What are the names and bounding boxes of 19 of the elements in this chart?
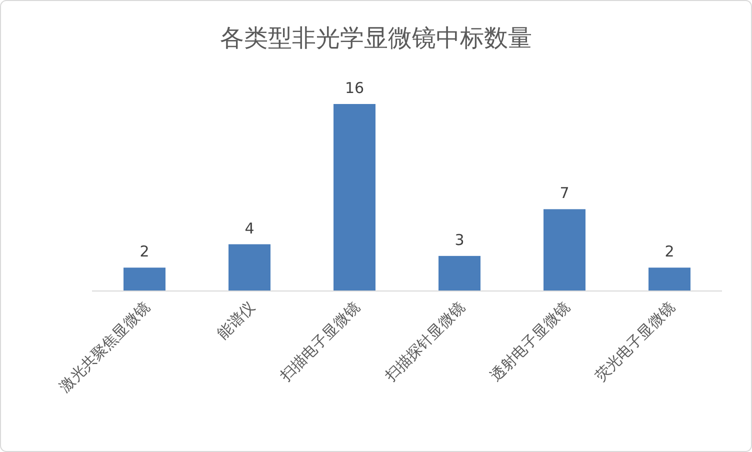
bar	[228, 244, 270, 291]
x-tick-label: 扫描电子显微镜	[276, 298, 364, 386]
bar	[124, 268, 166, 291]
chart-title: 各类型非光学显微镜中标数量	[220, 24, 532, 52]
data-label: 4	[244, 219, 254, 238]
x-tick-label: 能谱仪	[214, 298, 258, 343]
x-tick-label: 激光共聚焦显微镜	[56, 298, 154, 396]
bar	[334, 104, 376, 291]
x-tick-label: 荧光电子显微镜	[591, 298, 678, 386]
data-label: 7	[560, 184, 570, 202]
bar	[438, 256, 480, 291]
data-label: 16	[344, 79, 364, 97]
data-label: 2	[664, 242, 674, 261]
data-label: 2	[140, 242, 150, 261]
bar	[544, 209, 586, 291]
x-tick-label: 透射电子显微镜	[486, 298, 574, 386]
bar	[648, 268, 690, 291]
data-label: 3	[454, 230, 464, 249]
x-tick-label: 扫描探针显微镜	[380, 298, 468, 386]
